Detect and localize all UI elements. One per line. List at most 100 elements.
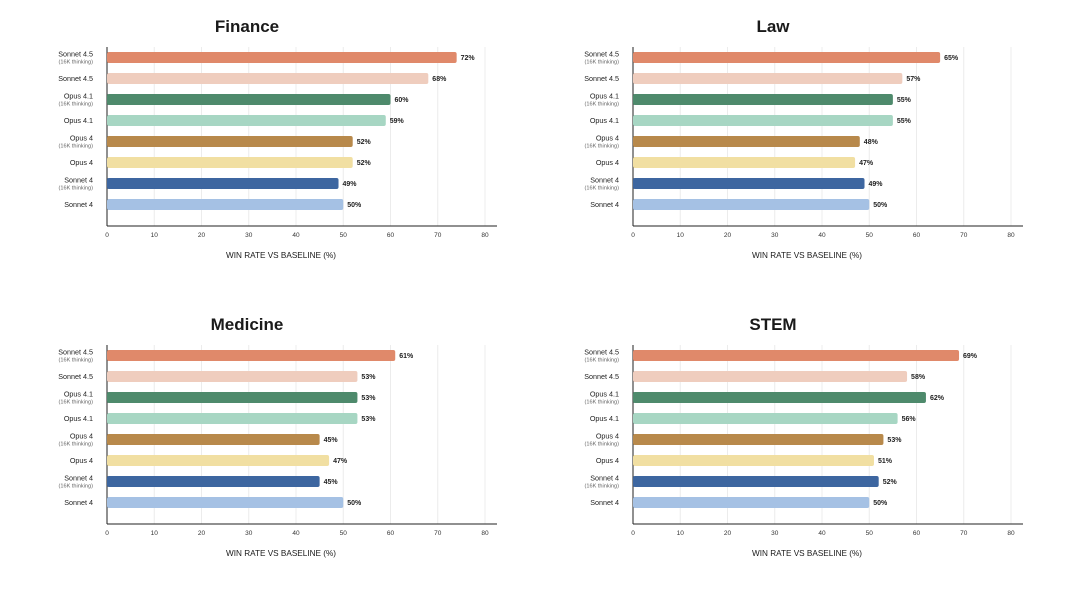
bar-opus-4-1-16k-thinking: [633, 392, 926, 403]
x-tick-label: 20: [198, 232, 206, 239]
x-tick-label: 50: [866, 530, 874, 537]
bar-value-label: 59%: [390, 118, 405, 125]
category-label: Sonnet 4: [590, 498, 619, 507]
bar-value-label: 53%: [887, 437, 902, 444]
bar-opus-4-1: [107, 115, 386, 126]
category-sublabel: (16K thinking): [58, 102, 93, 108]
category-label: Sonnet 4.5: [584, 372, 619, 381]
bar-opus-4-16k-thinking: [107, 136, 353, 147]
category-label: Sonnet 4.5: [58, 50, 93, 59]
x-tick-label: 60: [913, 530, 921, 537]
bar-value-label: 50%: [873, 202, 888, 209]
bar-value-label: 52%: [357, 160, 372, 167]
category-sublabel: (16K thinking): [584, 102, 619, 108]
x-tick-label: 40: [818, 232, 826, 239]
category-label: Opus 4.1: [64, 92, 93, 101]
category-label: Sonnet 4.5: [584, 74, 619, 83]
bar-value-label: 49%: [343, 181, 358, 188]
bar-value-label: 53%: [361, 395, 376, 402]
x-tick-label: 80: [1007, 530, 1015, 537]
category-label: Opus 4.1: [590, 116, 619, 125]
bar-value-label: 72%: [461, 55, 476, 62]
category-label: Sonnet 4: [590, 474, 619, 483]
bar-value-label: 56%: [902, 416, 917, 423]
bar-sonnet-4-16k-thinking: [107, 476, 320, 487]
bar-opus-4: [633, 455, 874, 466]
x-tick-label: 0: [631, 232, 635, 239]
category-sublabel: (16K thinking): [58, 144, 93, 150]
category-label: Opus 4: [70, 134, 93, 143]
category-sublabel: (16K thinking): [58, 400, 93, 406]
x-tick-label: 20: [724, 232, 732, 239]
x-tick-label: 70: [434, 232, 442, 239]
x-tick-label: 60: [913, 232, 921, 239]
bar-value-label: 45%: [324, 479, 339, 486]
category-sublabel: (16K thinking): [58, 484, 93, 490]
category-label: Opus 4.1: [64, 390, 93, 399]
category-sublabel: (16K thinking): [584, 400, 619, 406]
x-tick-label: 60: [387, 232, 395, 239]
x-tick-label: 60: [387, 530, 395, 537]
x-tick-label: 40: [818, 530, 826, 537]
category-sublabel: (16K thinking): [584, 144, 619, 150]
category-label: Sonnet 4: [64, 498, 93, 507]
bar-value-label: 52%: [357, 139, 372, 146]
bar-sonnet-4-16k-thinking: [633, 178, 865, 189]
bar-opus-4-16k-thinking: [633, 136, 860, 147]
category-label: Sonnet 4.5: [58, 74, 93, 83]
bar-value-label: 47%: [859, 160, 874, 167]
x-tick-label: 80: [1007, 232, 1015, 239]
category-label: Opus 4: [70, 456, 93, 465]
bar-value-label: 55%: [897, 118, 912, 125]
x-axis-label: WIN RATE VS BASELINE (%): [752, 251, 862, 260]
bar-sonnet-4-5: [107, 371, 358, 382]
bar-opus-4-16k-thinking: [633, 434, 884, 445]
bar-value-label: 55%: [897, 97, 912, 104]
bar-opus-4: [107, 157, 353, 168]
x-tick-label: 10: [677, 232, 685, 239]
x-tick-label: 20: [724, 530, 732, 537]
category-label: Sonnet 4: [64, 474, 93, 483]
bar-sonnet-4-5-16k-thinking: [107, 350, 396, 361]
bar-value-label: 50%: [873, 500, 888, 507]
bar-value-label: 69%: [963, 353, 978, 360]
category-label: Opus 4: [70, 158, 93, 167]
x-tick-label: 0: [631, 530, 635, 537]
bar-sonnet-4-5-16k-thinking: [633, 52, 941, 63]
x-tick-label: 30: [245, 232, 253, 239]
category-label: Opus 4.1: [590, 92, 619, 101]
category-label: Opus 4.1: [590, 390, 619, 399]
category-sublabel: (16K thinking): [58, 60, 93, 66]
bar-opus-4: [107, 455, 330, 466]
chart-panel-law: Law 0 10 20 30 40 50 60 70 80 65% Sonnet 4.5 (16K th…: [556, 10, 1056, 280]
category-sublabel: (16K thinking): [584, 442, 619, 448]
bar-value-label: 62%: [930, 395, 945, 402]
chart-panel-stem: STEM 0 10 20 30 40 50 60 70 80 69% Sonnet 4.5 (16K t…: [556, 308, 1056, 578]
bar-sonnet-4-5: [107, 73, 429, 84]
bar-opus-4-1: [633, 413, 898, 424]
category-label: Opus 4: [70, 432, 93, 441]
bar-value-label: 45%: [324, 437, 339, 444]
bar-sonnet-4: [633, 199, 870, 210]
x-tick-label: 30: [771, 232, 779, 239]
category-label: Opus 4.1: [590, 414, 619, 423]
bar-value-label: 50%: [347, 202, 362, 209]
bar-value-label: 58%: [911, 374, 926, 381]
bar-sonnet-4-5-16k-thinking: [107, 52, 457, 63]
bar-sonnet-4: [107, 497, 344, 508]
bar-value-label: 52%: [883, 479, 898, 486]
x-tick-label: 10: [677, 530, 685, 537]
bar-sonnet-4-5: [633, 73, 903, 84]
bar-sonnet-4-5: [633, 371, 908, 382]
category-label: Sonnet 4: [64, 200, 93, 209]
chart-title: Finance: [215, 17, 279, 36]
x-tick-label: 30: [245, 530, 253, 537]
bar-opus-4-1-16k-thinking: [633, 94, 893, 105]
x-tick-label: 20: [198, 530, 206, 537]
bar-value-label: 48%: [864, 139, 879, 146]
bar-opus-4-16k-thinking: [107, 434, 320, 445]
